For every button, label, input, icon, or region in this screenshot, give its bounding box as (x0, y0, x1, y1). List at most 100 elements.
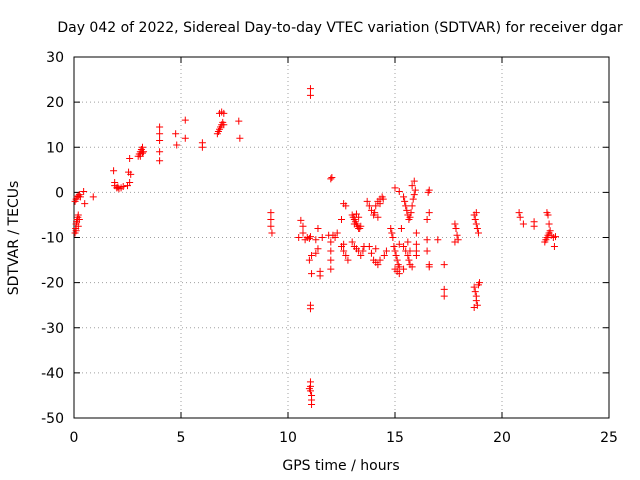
data-point (305, 385, 313, 393)
data-point (306, 305, 314, 313)
data-point (425, 186, 433, 194)
data-point (318, 234, 326, 241)
data-point (544, 211, 552, 219)
data-point (379, 195, 387, 203)
data-point (376, 200, 384, 208)
data-point (425, 263, 433, 271)
data-point (410, 177, 418, 185)
data-point (397, 224, 405, 232)
data-point (389, 234, 397, 241)
data-point (127, 170, 135, 178)
data-point (297, 216, 305, 224)
data-point (411, 186, 419, 194)
data-point (344, 256, 352, 264)
data-point (471, 288, 479, 296)
grid (74, 57, 609, 418)
data-point (470, 303, 478, 311)
data-point (425, 209, 433, 217)
data-point (327, 256, 335, 264)
data-point (308, 400, 316, 408)
data-point (267, 215, 275, 223)
data-point (181, 116, 189, 124)
data-point (395, 240, 403, 248)
data-point (423, 236, 431, 244)
y-tick-label: 0 (55, 185, 64, 201)
data-point (434, 236, 442, 244)
data-point (312, 249, 320, 257)
y-tick-label: -10 (41, 231, 64, 247)
data-point (423, 215, 431, 223)
data-point (552, 233, 559, 241)
data-point (198, 143, 206, 151)
data-point (348, 238, 356, 246)
data-point (74, 222, 82, 230)
data-point (474, 229, 482, 237)
data-point (376, 256, 384, 264)
data-point (140, 148, 148, 156)
data-point (400, 243, 408, 251)
x-tick-label: 5 (177, 430, 186, 446)
data-point (308, 270, 316, 278)
data-point (519, 220, 527, 228)
data-point (156, 148, 164, 156)
data-point (156, 157, 164, 165)
y-tick-labels: -50 -40 -30 -20 -10 0 10 20 30 (41, 50, 64, 427)
data-point (423, 247, 431, 255)
data-point (440, 292, 448, 300)
data-point (545, 220, 553, 228)
data-point (382, 247, 390, 255)
data-point (476, 279, 484, 287)
x-tick-label: 0 (70, 430, 79, 446)
data-point (327, 175, 335, 183)
data-point (74, 211, 82, 219)
data-point (400, 193, 408, 201)
data-point (400, 265, 408, 273)
data-point (372, 202, 380, 210)
data-point (530, 222, 538, 230)
data-point (403, 206, 411, 214)
y-tick-label: -50 (41, 411, 64, 427)
data-point (402, 202, 410, 210)
x-tick-label: 10 (279, 430, 297, 446)
data-point (395, 270, 403, 278)
data-point (299, 222, 307, 230)
data-point (470, 283, 478, 291)
data-point (393, 256, 401, 264)
data-point (305, 234, 313, 242)
data-point (374, 213, 382, 221)
data-point (72, 227, 80, 235)
data-point (406, 213, 414, 221)
data-point (355, 213, 363, 221)
data-point (138, 143, 146, 151)
x-tick-label: 20 (493, 430, 511, 446)
data-point (387, 224, 395, 232)
data-point (380, 252, 388, 260)
data-point (350, 220, 358, 228)
data-point (75, 215, 83, 223)
data-point (342, 252, 350, 260)
y-tick-label: 30 (46, 50, 64, 66)
data-point (409, 195, 417, 203)
data-point (440, 285, 448, 293)
data-point (451, 220, 459, 228)
data-point (80, 187, 88, 195)
data-point (452, 224, 460, 232)
chart-title: Day 042 of 2022, Sidereal Day-to-day VTE… (57, 20, 623, 36)
data-point (331, 234, 339, 241)
data-point (327, 247, 335, 255)
data-point (119, 183, 127, 191)
data-point (138, 149, 146, 157)
data-point (314, 245, 322, 253)
data-point (357, 222, 365, 230)
data-point (453, 231, 461, 239)
data-point (367, 249, 375, 257)
data-point (268, 229, 276, 237)
data-point (372, 245, 380, 253)
y-axis-label: SDTVAR / TECUs (6, 181, 22, 296)
data-point (236, 134, 244, 142)
data-point (173, 141, 181, 149)
data-point (395, 263, 403, 271)
data-point (371, 209, 379, 217)
data-point (410, 191, 418, 199)
data-point (388, 229, 396, 237)
